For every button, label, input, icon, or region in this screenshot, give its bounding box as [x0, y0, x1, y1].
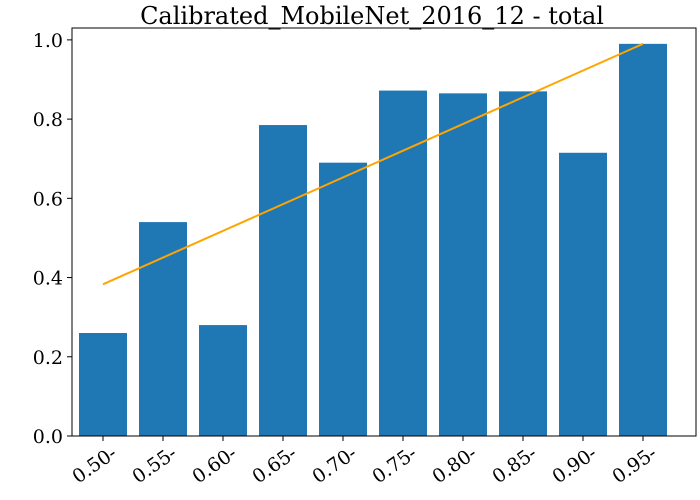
bar-065 [259, 125, 307, 436]
y-tick-label: 0.6 [33, 188, 63, 210]
bar-055 [139, 222, 187, 436]
bar-075 [379, 90, 427, 436]
reference-line [102, 42, 644, 286]
bar-070 [319, 162, 367, 436]
y-tick-label: 0.0 [33, 426, 63, 448]
x-tick-label: 0.80- [428, 442, 481, 488]
y-axis: 0.0 0.2 0.4 0.6 0.8 1.0 [33, 30, 72, 448]
bar-060 [199, 325, 247, 436]
bars-group [79, 43, 667, 437]
x-tick-label: 0.85- [488, 442, 541, 488]
x-tick-label: 0.95- [608, 442, 661, 488]
x-tick-label: 0.65- [248, 442, 301, 488]
bar-090 [559, 152, 607, 436]
bar-050 [79, 333, 127, 436]
y-tick-label: 0.8 [33, 109, 63, 131]
x-tick-label: 0.50- [68, 442, 121, 488]
chart-title: Calibrated_MobileNet_2016_12 - total [140, 2, 604, 30]
x-tick-label: 0.55- [128, 442, 181, 488]
x-tick-label: 0.90- [548, 442, 601, 488]
y-tick-label: 0.4 [33, 268, 63, 290]
bar-080 [439, 93, 487, 436]
bar-085 [499, 91, 547, 437]
x-tick-label: 0.70- [308, 442, 361, 488]
x-axis: 0.50- 0.55- 0.60- 0.65- 0.70- 0.75- 0.80- 0.85-… [68, 436, 661, 488]
plot-frame [71, 27, 697, 437]
trend-group [102, 42, 644, 286]
y-tick-label: 1.0 [33, 30, 63, 52]
y-tick-label: 0.2 [33, 347, 63, 369]
bar-095 [619, 43, 667, 436]
x-tick-label: 0.60- [188, 442, 241, 488]
x-tick-label: 0.75- [368, 442, 421, 488]
